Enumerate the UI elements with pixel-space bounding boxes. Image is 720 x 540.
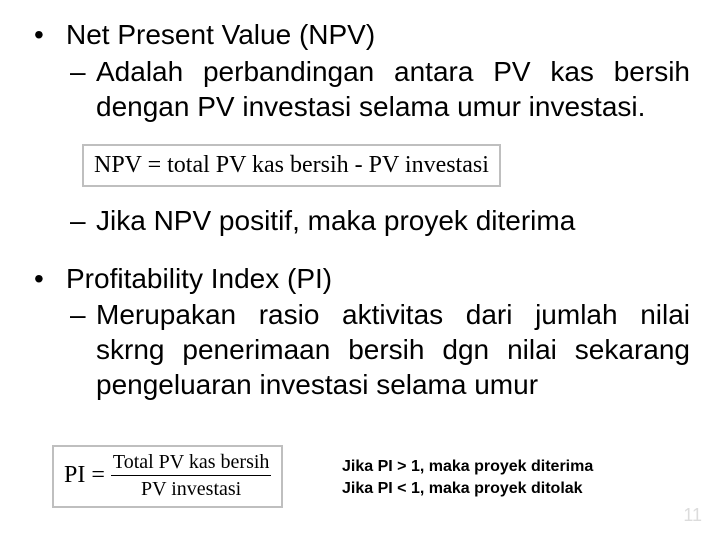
pi-definition: Merupakan rasio aktivitas dari jumlah ni… [96, 297, 690, 402]
pi-formula-numerator: Total PV kas bersih [111, 451, 272, 475]
npv-rule: Jika NPV positif, maka proyek diterima [96, 203, 575, 238]
npv-rule-item: – Jika NPV positif, maka proyek diterima [30, 203, 690, 238]
pi-bullet: • Profitability Index (PI) [30, 262, 690, 296]
pi-rules-block: Jika PI > 1, maka proyek diterima Jika P… [342, 456, 593, 499]
pi-formula-left: PI = [64, 462, 111, 489]
pi-rule-reject: Jika PI < 1, maka proyek ditolak [342, 478, 593, 500]
npv-title: Net Present Value (NPV) [66, 18, 375, 52]
npv-formula-box: NPV = total PV kas bersih - PV investasi [82, 144, 501, 187]
bullet-dot: • [30, 262, 66, 296]
dash-mark: – [70, 203, 96, 238]
npv-definition: Adalah perbandingan antara PV kas bersih… [96, 54, 690, 124]
pi-formula-denominator: PV investasi [111, 476, 272, 500]
pi-formula-box: PI = Total PV kas bersih PV investasi [52, 445, 283, 508]
dash-mark: – [70, 297, 96, 402]
dash-mark: – [70, 54, 96, 124]
bullet-dot: • [30, 18, 66, 52]
page-number: 11 [683, 505, 702, 526]
pi-rule-accept: Jika PI > 1, maka proyek diterima [342, 456, 593, 478]
npv-formula: NPV = total PV kas bersih - PV investasi [94, 152, 489, 178]
npv-definition-item: – Adalah perbandingan antara PV kas bers… [30, 54, 690, 124]
pi-definition-item: – Merupakan rasio aktivitas dari jumlah … [30, 297, 690, 402]
pi-title: Profitability Index (PI) [66, 262, 332, 296]
npv-bullet: • Net Present Value (NPV) [30, 18, 690, 52]
